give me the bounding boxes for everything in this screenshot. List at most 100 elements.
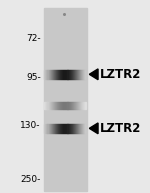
Bar [58, 124, 59, 133]
Bar [80, 102, 81, 108]
Bar [73, 102, 74, 108]
Bar [66, 124, 68, 133]
Bar [69, 102, 70, 108]
Bar [85, 102, 86, 108]
Bar [75, 70, 76, 79]
Bar [44, 70, 45, 79]
Bar [52, 124, 53, 133]
Bar [79, 124, 80, 133]
Bar [78, 102, 79, 108]
Bar [61, 70, 62, 79]
Bar [65, 124, 66, 133]
Bar [68, 70, 69, 79]
Bar [62, 102, 63, 108]
Bar [83, 124, 84, 133]
Bar [47, 102, 49, 108]
Bar [64, 102, 65, 108]
Bar [54, 102, 55, 108]
Bar [65, 70, 66, 79]
Bar [55, 102, 56, 108]
Bar [44, 8, 87, 191]
Bar [85, 70, 86, 79]
Bar [50, 124, 51, 133]
Bar [44, 124, 45, 133]
Bar [63, 124, 64, 133]
Bar [47, 70, 49, 79]
Bar [55, 70, 56, 79]
Bar [71, 102, 72, 108]
Bar [55, 124, 56, 133]
Bar [57, 124, 58, 133]
Bar [70, 124, 71, 133]
Bar [75, 102, 76, 108]
Bar [74, 124, 75, 133]
Bar [51, 70, 52, 79]
Text: 72-: 72- [26, 34, 41, 43]
Bar [74, 102, 75, 108]
Bar [59, 102, 60, 108]
Bar [62, 70, 63, 79]
Bar [56, 102, 57, 108]
Bar [85, 124, 86, 133]
Polygon shape [89, 69, 98, 80]
Bar [50, 102, 51, 108]
Bar [76, 70, 77, 79]
Bar [65, 102, 66, 108]
Bar [82, 70, 83, 79]
Bar [59, 124, 60, 133]
Bar [66, 102, 68, 108]
Bar [53, 124, 54, 133]
Bar [73, 124, 74, 133]
Bar [84, 70, 85, 79]
Bar [69, 70, 70, 79]
Polygon shape [89, 123, 98, 134]
Text: 130-: 130- [20, 121, 41, 130]
Bar [62, 124, 63, 133]
Bar [46, 124, 48, 133]
Bar [45, 102, 46, 108]
Bar [60, 102, 61, 108]
Bar [53, 70, 54, 79]
Bar [82, 124, 83, 133]
Bar [84, 102, 85, 108]
Bar [71, 124, 72, 133]
Bar [84, 124, 85, 133]
Bar [66, 70, 68, 79]
Bar [51, 102, 52, 108]
Text: LZTR2: LZTR2 [99, 68, 141, 81]
Bar [70, 102, 71, 108]
Bar [81, 102, 82, 108]
Bar [46, 102, 48, 108]
Bar [73, 70, 74, 79]
Bar [59, 70, 60, 79]
Bar [78, 124, 79, 133]
Bar [58, 70, 59, 79]
Bar [64, 70, 65, 79]
Bar [56, 124, 57, 133]
Bar [69, 124, 70, 133]
Text: 95-: 95- [26, 73, 41, 82]
Bar [72, 124, 73, 133]
Bar [54, 124, 55, 133]
Bar [76, 124, 77, 133]
Bar [71, 70, 72, 79]
Bar [48, 70, 50, 79]
Bar [44, 102, 45, 108]
Bar [56, 70, 57, 79]
Bar [68, 102, 69, 108]
Bar [61, 124, 62, 133]
Bar [78, 70, 79, 79]
Bar [61, 102, 62, 108]
Bar [81, 124, 82, 133]
Text: LZTR2: LZTR2 [99, 122, 141, 135]
Bar [58, 102, 59, 108]
Bar [75, 124, 76, 133]
Bar [79, 102, 80, 108]
Bar [45, 124, 46, 133]
Text: 250-: 250- [20, 175, 41, 184]
Bar [83, 70, 84, 79]
Bar [57, 70, 58, 79]
Bar [47, 124, 49, 133]
Bar [48, 102, 50, 108]
Bar [50, 70, 51, 79]
